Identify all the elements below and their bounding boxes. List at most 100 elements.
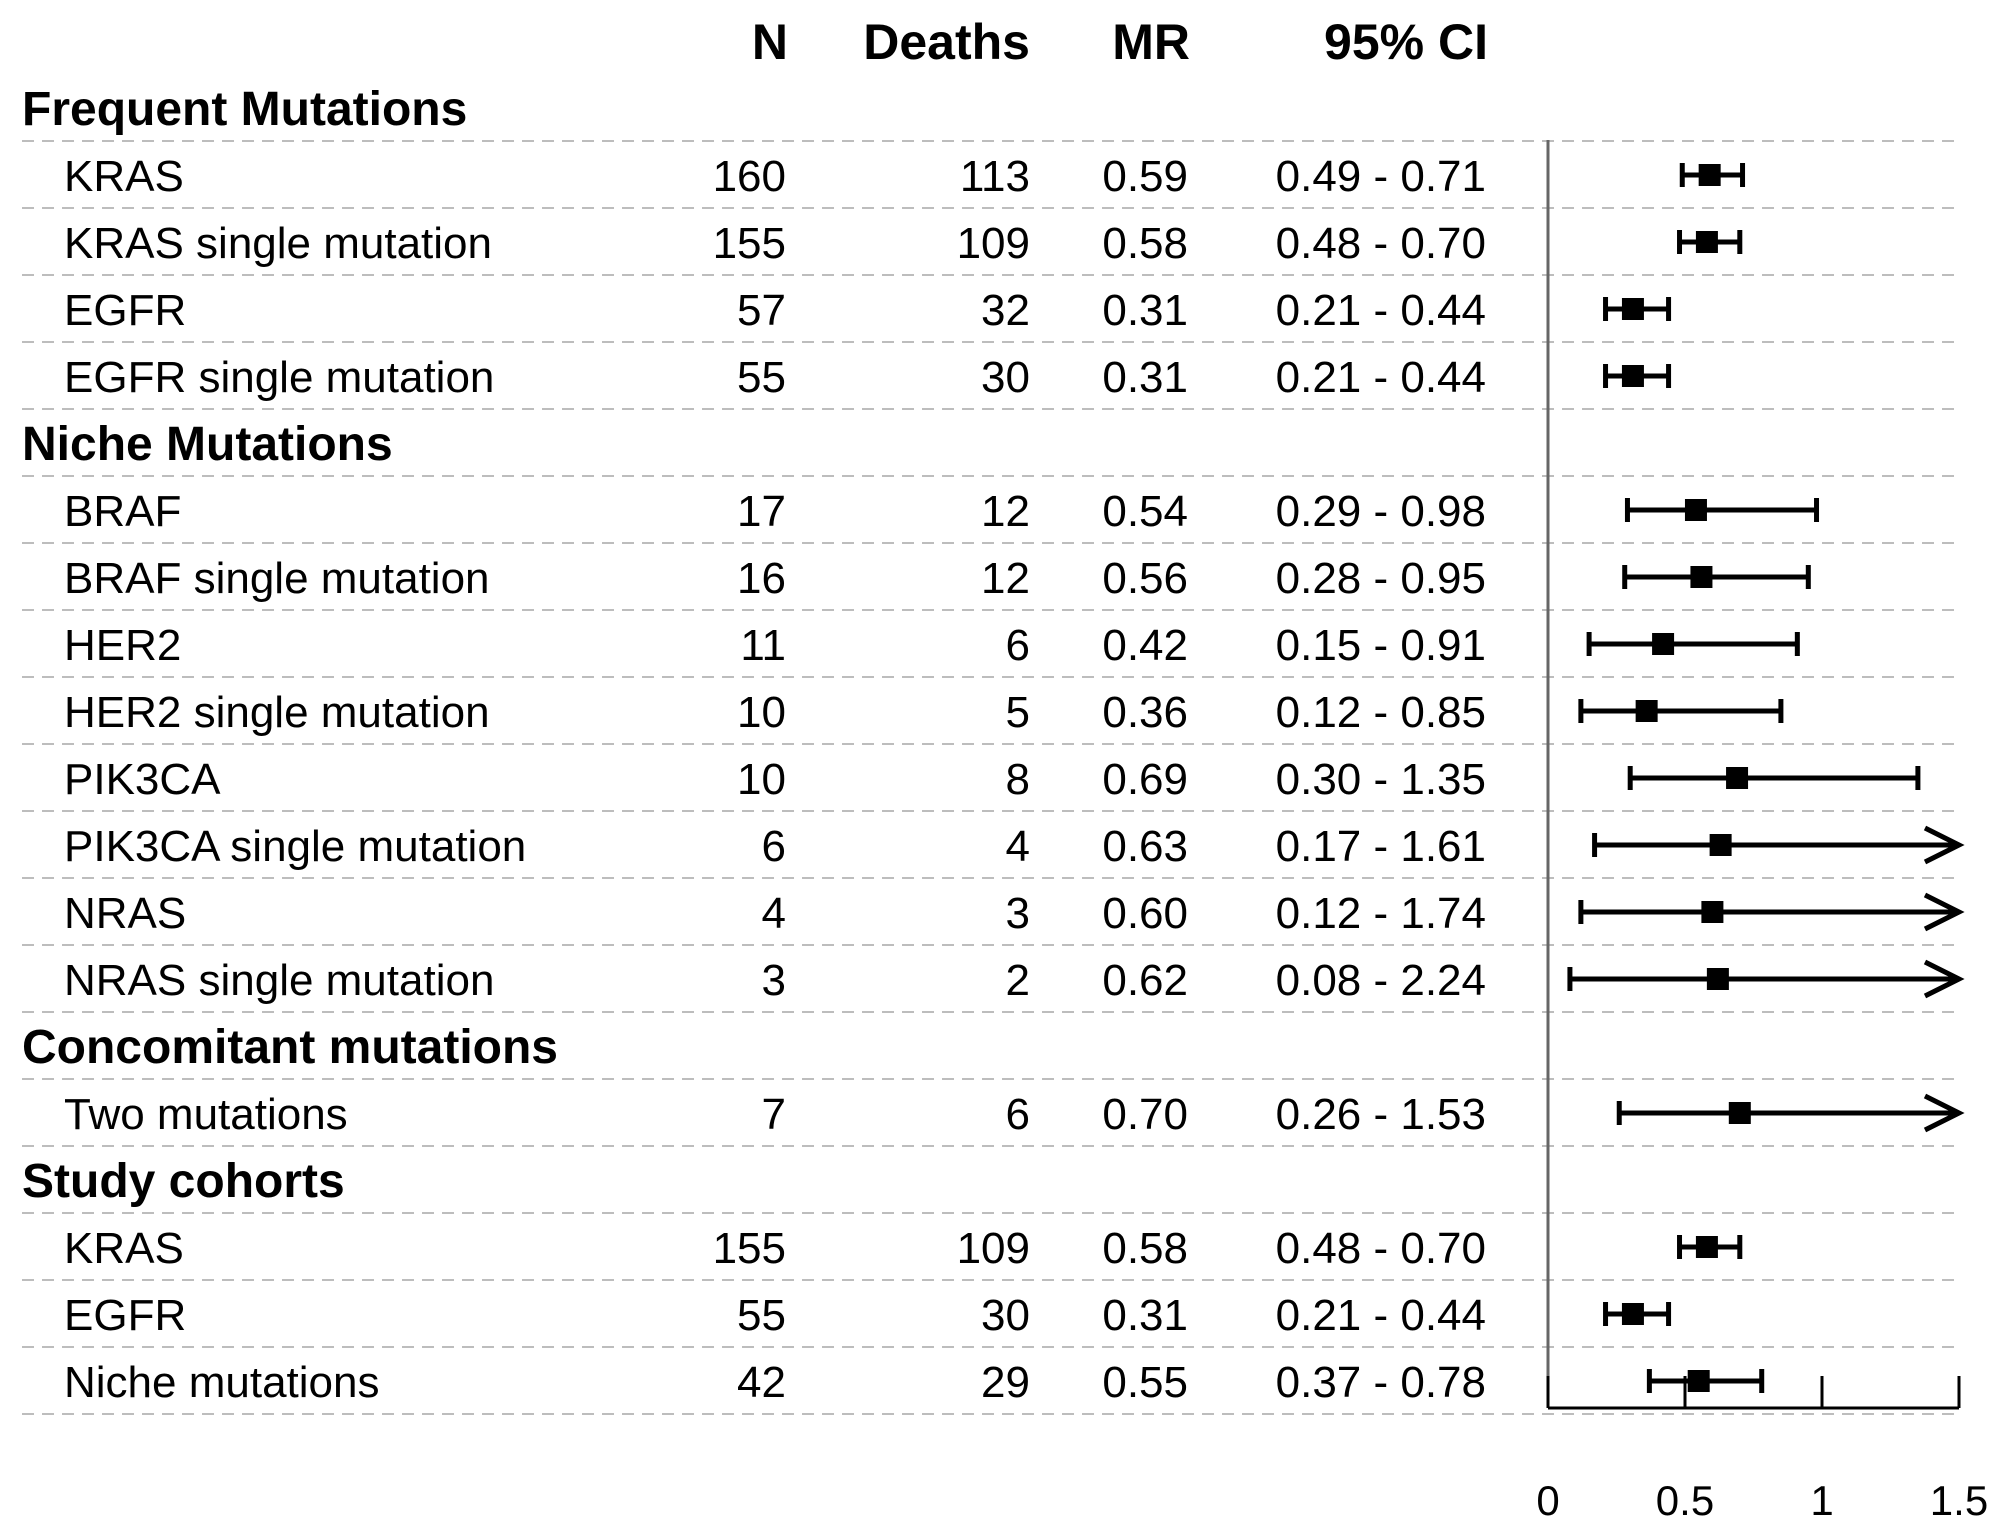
cell-mr: 0.31	[1102, 1291, 1188, 1340]
table-row: PIK3CA 10 8 0.69 0.30 - 1.35	[64, 755, 1486, 804]
estimate-point	[1684, 499, 1707, 521]
cell-n: 11	[740, 621, 786, 670]
cell-n: 10	[737, 688, 786, 737]
forest-mark	[1677, 230, 1743, 254]
estimate-point	[1695, 1236, 1718, 1258]
cell-ci: 0.48 - 0.70	[1276, 219, 1486, 268]
cell-n: 7	[762, 1090, 786, 1139]
cell-deaths: 4	[1006, 822, 1030, 871]
forest-mark	[1586, 632, 1800, 656]
row-label: EGFR	[64, 1291, 186, 1340]
row-label: NRAS	[64, 889, 186, 938]
estimate-point	[1621, 365, 1644, 387]
forest-mark	[1616, 1093, 1965, 1133]
cell-ci: 0.21 - 0.44	[1276, 286, 1486, 335]
estimate-point	[1701, 901, 1724, 923]
forest-mark	[1578, 699, 1784, 723]
row-label: BRAF	[64, 487, 181, 536]
cell-deaths: 29	[981, 1358, 1030, 1407]
table-row: EGFR 55 30 0.31 0.21 - 0.44	[64, 1291, 1486, 1340]
table-row: Niche mutations 42 29 0.55 0.37 - 0.78	[64, 1358, 1486, 1407]
cell-ci: 0.49 - 0.71	[1276, 152, 1486, 201]
cell-mr: 0.31	[1102, 353, 1188, 402]
cell-deaths: 30	[981, 353, 1030, 402]
row-label: BRAF single mutation	[64, 554, 490, 603]
row-gridlines	[22, 140, 1958, 1415]
cell-ci: 0.12 - 1.74	[1276, 889, 1486, 938]
group-title: Study cohorts	[22, 1155, 345, 1208]
estimate-point	[1652, 633, 1675, 655]
row-label: HER2 single mutation	[64, 688, 490, 737]
group-title: Frequent Mutations	[22, 83, 467, 136]
cell-ci: 0.21 - 0.44	[1276, 1291, 1486, 1340]
cell-mr: 0.69	[1102, 755, 1188, 804]
cell-ci: 0.26 - 1.53	[1276, 1090, 1486, 1139]
forest-mark	[1592, 825, 1965, 865]
cell-deaths: 12	[981, 554, 1030, 603]
cell-deaths: 30	[981, 1291, 1030, 1340]
cell-deaths: 109	[957, 219, 1030, 268]
table-row: NRAS single mutation 3 2 0.62 0.08 - 2.24	[64, 956, 1486, 1005]
ci-arrow	[1923, 825, 1965, 865]
group-title: Concomitant mutations	[22, 1021, 558, 1074]
forest-mark	[1603, 364, 1672, 388]
cell-ci: 0.29 - 0.98	[1276, 487, 1486, 536]
forest-mark	[1646, 1369, 1765, 1393]
estimate-point	[1706, 968, 1729, 990]
cell-deaths: 2	[1006, 956, 1030, 1005]
cell-n: 155	[713, 1224, 786, 1273]
cell-ci: 0.15 - 0.91	[1276, 621, 1486, 670]
cell-deaths: 6	[1006, 621, 1030, 670]
cell-n: 55	[737, 1291, 786, 1340]
x-axis: 0 0.5 1 1.5	[1536, 140, 1988, 1524]
cell-deaths: 3	[1006, 889, 1030, 938]
x-tick-label: 1	[1810, 1477, 1833, 1524]
cell-mr: 0.58	[1102, 219, 1188, 268]
estimate-point	[1726, 767, 1749, 789]
column-headers: N Deaths MR 95% CI	[752, 14, 1488, 70]
table-row: KRAS 155 109 0.58 0.48 - 0.70	[64, 1224, 1486, 1273]
cell-ci: 0.48 - 0.70	[1276, 1224, 1486, 1273]
cell-mr: 0.58	[1102, 1224, 1188, 1273]
table-row: BRAF 17 12 0.54 0.29 - 0.98	[64, 487, 1486, 536]
ci-arrow	[1923, 959, 1965, 999]
cell-n: 3	[762, 956, 786, 1005]
cell-deaths: 32	[981, 286, 1030, 335]
group-title: Niche Mutations	[22, 418, 393, 471]
cell-n: 6	[762, 822, 786, 871]
cell-mr: 0.55	[1102, 1358, 1188, 1407]
cell-n: 160	[713, 152, 786, 201]
x-tick-label: 0	[1536, 1477, 1559, 1524]
estimate-point	[1709, 834, 1732, 856]
cell-n: 42	[737, 1358, 786, 1407]
cell-deaths: 6	[1006, 1090, 1030, 1139]
cell-n: 55	[737, 353, 786, 402]
estimate-point	[1621, 298, 1644, 320]
forest-mark	[1603, 1302, 1672, 1326]
ci-arrow	[1923, 892, 1965, 932]
table-row: HER2 11 6 0.42 0.15 - 0.91	[64, 621, 1486, 670]
estimate-point	[1621, 1303, 1644, 1325]
estimate-point	[1687, 1370, 1710, 1392]
row-label: PIK3CA single mutation	[64, 822, 526, 871]
cell-ci: 0.28 - 0.95	[1276, 554, 1486, 603]
forest-mark	[1603, 297, 1672, 321]
forest-mark	[1677, 1235, 1743, 1259]
cell-mr: 0.70	[1102, 1090, 1188, 1139]
cell-mr: 0.54	[1102, 487, 1188, 536]
estimate-point	[1695, 231, 1718, 253]
header-deaths: Deaths	[863, 14, 1030, 70]
table-row: PIK3CA single mutation 6 4 0.63 0.17 - 1.61	[64, 822, 1486, 871]
x-tick-label: 1.5	[1930, 1477, 1988, 1524]
row-label: Two mutations	[64, 1090, 348, 1139]
table-row: Two mutations 7 6 0.70 0.26 - 1.53	[64, 1090, 1486, 1139]
header-mr: MR	[1112, 14, 1190, 70]
cell-deaths: 113	[960, 152, 1030, 201]
cell-n: 16	[737, 554, 786, 603]
table-row: BRAF single mutation 16 12 0.56 0.28 - 0.95	[64, 554, 1486, 603]
cell-deaths: 12	[981, 487, 1030, 536]
row-label: PIK3CA	[64, 755, 221, 804]
row-label: EGFR	[64, 286, 186, 335]
